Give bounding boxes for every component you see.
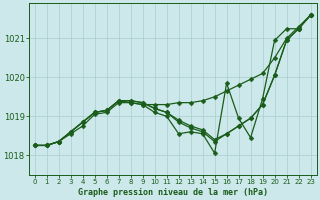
X-axis label: Graphe pression niveau de la mer (hPa): Graphe pression niveau de la mer (hPa) xyxy=(78,188,268,197)
